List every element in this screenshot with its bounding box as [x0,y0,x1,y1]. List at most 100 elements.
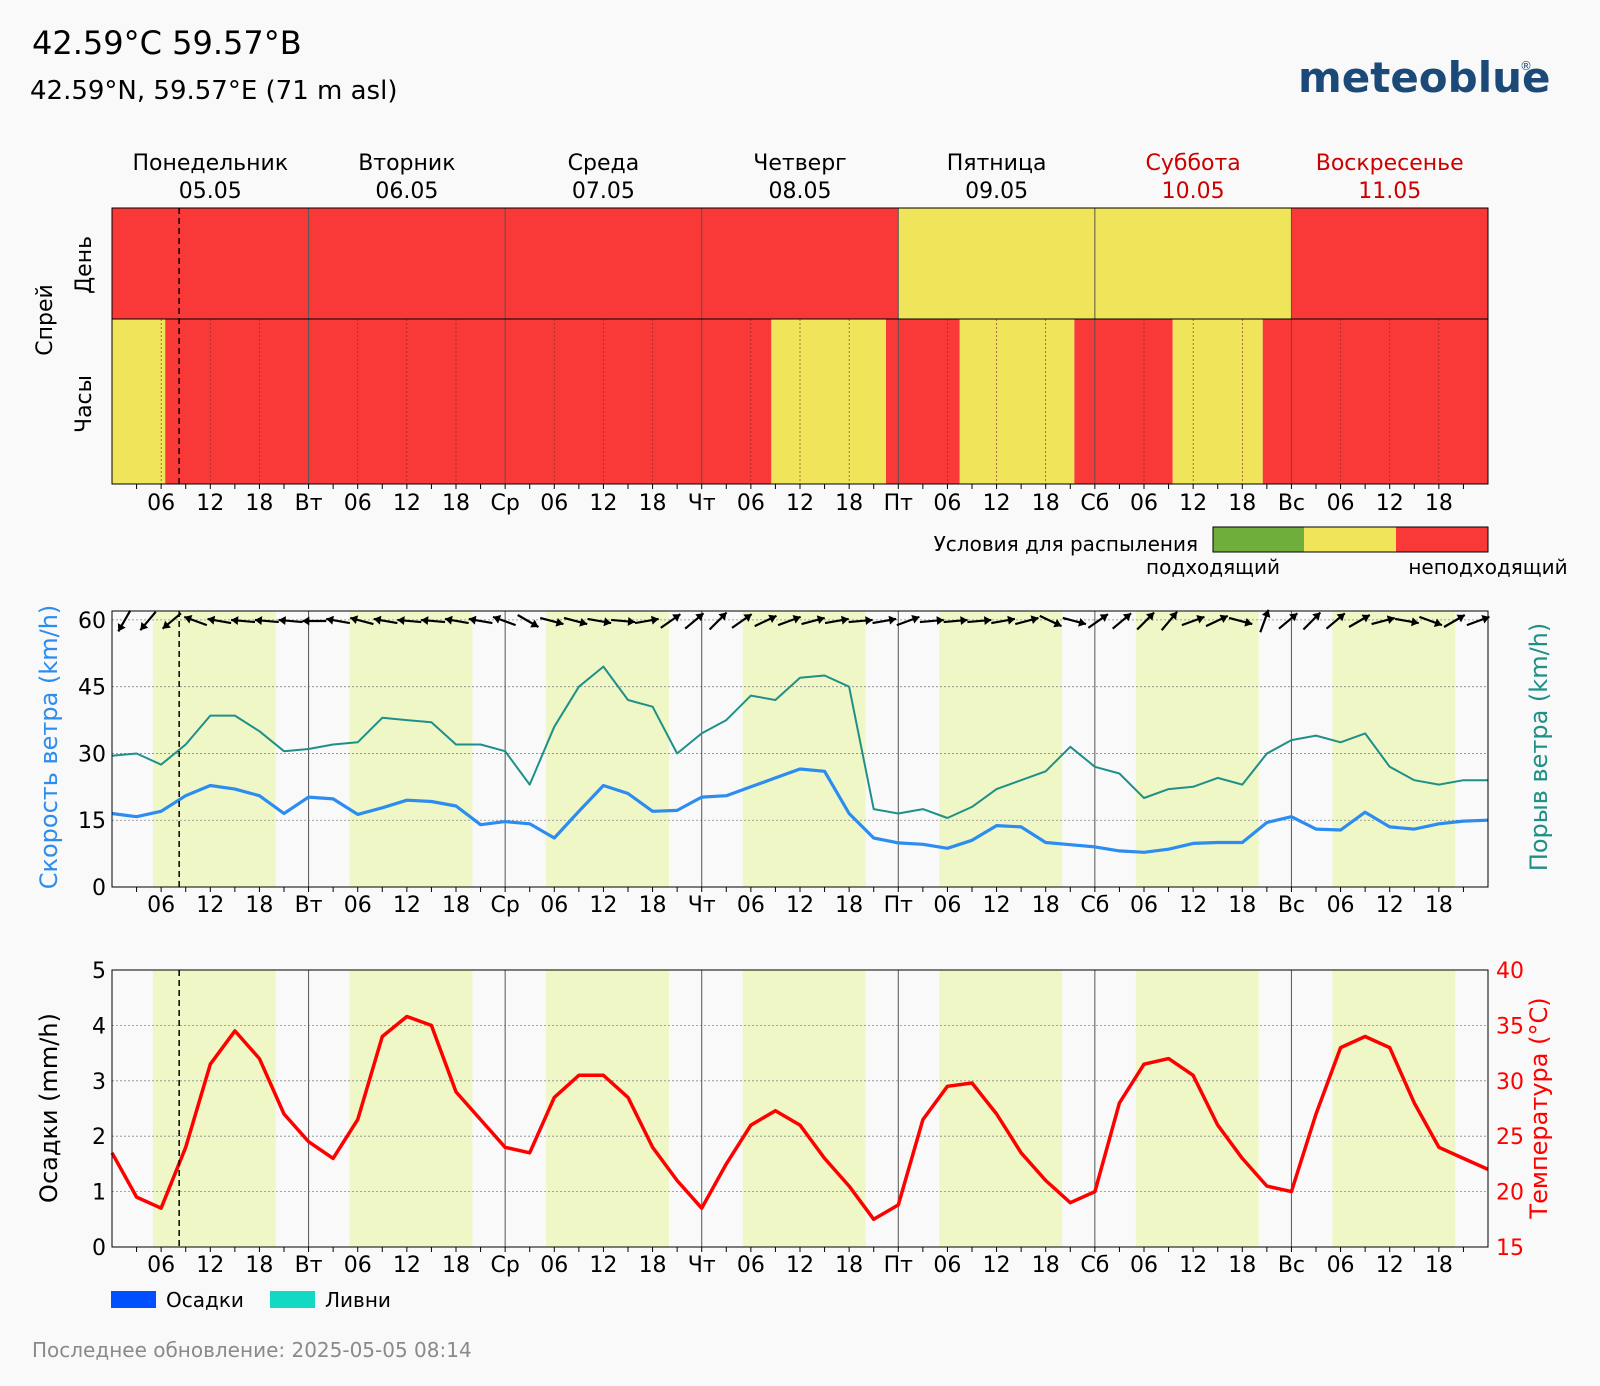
wind-direction-arrow-head [1078,617,1086,627]
wind-direction-arrow-head [1261,609,1271,618]
x-tick-hour: 06 [1327,1253,1355,1278]
wind-direction-arrow-head [1411,617,1419,627]
wind-direction-arrow-head [1219,614,1228,623]
spray-day-cell [898,208,1095,319]
x-tick-hour: 06 [1327,491,1355,516]
wind-direction-arrow-head [555,617,564,627]
x-tick-hour: 12 [1376,893,1404,918]
wind-direction-arrow-head [865,616,873,626]
temperature-y-tick: 25 [1496,1125,1524,1150]
spray-row-day-label: День [72,236,97,294]
x-tick-hour: 18 [1228,1253,1256,1278]
wind-direction-arrow-head [1336,613,1345,622]
temperature-y-tick: 15 [1496,1236,1524,1261]
wind-direction-arrow-head [421,616,429,626]
x-tick-hour: 06 [344,893,372,918]
wind-direction-arrow-head [1099,614,1108,622]
meteoblue-logo[interactable]: meteoblue ® [1298,53,1551,102]
daylight-band [1135,970,1259,1247]
day-header-date: 06.05 [375,179,438,204]
spray-day-cell [308,208,506,319]
x-tick-day-1: Вт [295,1253,323,1278]
x-tick-hour: 12 [1376,491,1404,516]
x-tick-day-5: Сб [1080,491,1109,516]
x-tick-hour: 06 [1130,1253,1158,1278]
precip-legend-label: Осадки [166,1288,244,1312]
x-tick-hour: 12 [196,893,224,918]
x-tick-hour: 12 [983,893,1011,918]
wind-direction-arrow-head [1456,614,1465,623]
spray-hour-segment [165,319,772,484]
wind-direction-arrow-head [302,616,310,626]
x-tick-hour: 18 [245,491,273,516]
day-header-date: 08.05 [769,179,832,204]
daylight-band [1332,611,1456,887]
x-tick-day-6: Вс [1278,1253,1305,1278]
temperature-y-tick: 35 [1496,1014,1524,1039]
wind-direction-arrow-head [792,615,801,624]
spray-hour-segment [771,319,800,484]
x-tick-hour: 18 [639,893,667,918]
x-tick-hour: 06 [737,893,765,918]
wind-direction-arrow-head [1145,612,1155,621]
x-tick-hour: 12 [1179,491,1207,516]
x-tick-hour: 18 [639,491,667,516]
wind-direction-arrow-head [718,612,727,621]
daylight-band [1332,970,1456,1247]
wind-direction-arrow-head [936,616,944,626]
wind-direction-arrow-head [1481,615,1490,624]
wind-direction-arrow-head [468,615,477,625]
precip-y-tick: 5 [92,959,106,984]
showers-legend-swatch [270,1291,315,1308]
wind-direction-arrow-head [840,615,849,625]
x-tick-hour: 18 [835,1253,863,1278]
daylight-band [152,611,276,887]
daylight-band [349,611,473,887]
wind-direction-arrow-head [888,615,897,625]
brand-registered: ® [1520,59,1532,73]
spray-day-cell [112,208,309,319]
wind-direction-arrow-head [627,616,636,626]
temperature-y-tick: 40 [1496,959,1524,984]
x-tick-hour: 06 [540,491,568,516]
temperature-y-tick: 20 [1496,1181,1524,1206]
wind-y-tick: 15 [78,809,106,834]
x-tick-hour: 18 [1032,491,1060,516]
day-header-date: 05.05 [179,179,242,204]
daylight-band [742,970,866,1247]
precip-y-tick: 0 [92,1236,106,1261]
x-tick-day-2: Ср [490,893,519,918]
wind-direction-arrow-head [911,615,920,624]
x-tick-hour: 18 [835,893,863,918]
x-tick-hour: 06 [933,893,961,918]
day-header-name: Четверг [753,151,846,176]
x-tick-hour: 12 [393,491,421,516]
day-header-name: Суббота [1146,151,1241,176]
x-tick-day-3: Чт [688,1253,716,1278]
wind-direction-arrow-head [493,615,502,624]
x-tick-day-6: Вс [1278,491,1305,516]
wind-direction-arrow-head [650,615,659,625]
spray-legend-low: подходящий [1146,555,1280,579]
spray-hour-segment [996,319,1075,484]
wind-direction-arrow-head [1030,615,1039,625]
x-tick-hour: 12 [1179,893,1207,918]
x-tick-hour: 06 [147,491,175,516]
x-tick-day-2: Ср [490,1253,519,1278]
day-header-date: 10.05 [1162,179,1225,204]
wind-y-tick: 45 [78,676,106,701]
day-headers: Понедельник 05.05 Вторник 06.05 Среда 07.05 Че… [132,151,1463,204]
precip-y-tick: 3 [92,1070,106,1095]
daylight-band [349,970,473,1247]
wind-direction-arrow-head [1361,614,1370,623]
x-tick-hour: 06 [737,491,765,516]
wind-direction-arrow-head [162,620,171,629]
x-tick-hour: 12 [589,1253,617,1278]
wind-direction-arrow-head [579,617,588,627]
day-header-date: 11.05 [1358,179,1421,204]
x-tick-hour: 06 [1130,893,1158,918]
x-tick-hour: 18 [1228,893,1256,918]
wind-direction-arrow-head [1122,613,1132,622]
wind-direction-arrow-head [326,615,334,625]
day-header-name: Пятница [947,151,1047,176]
